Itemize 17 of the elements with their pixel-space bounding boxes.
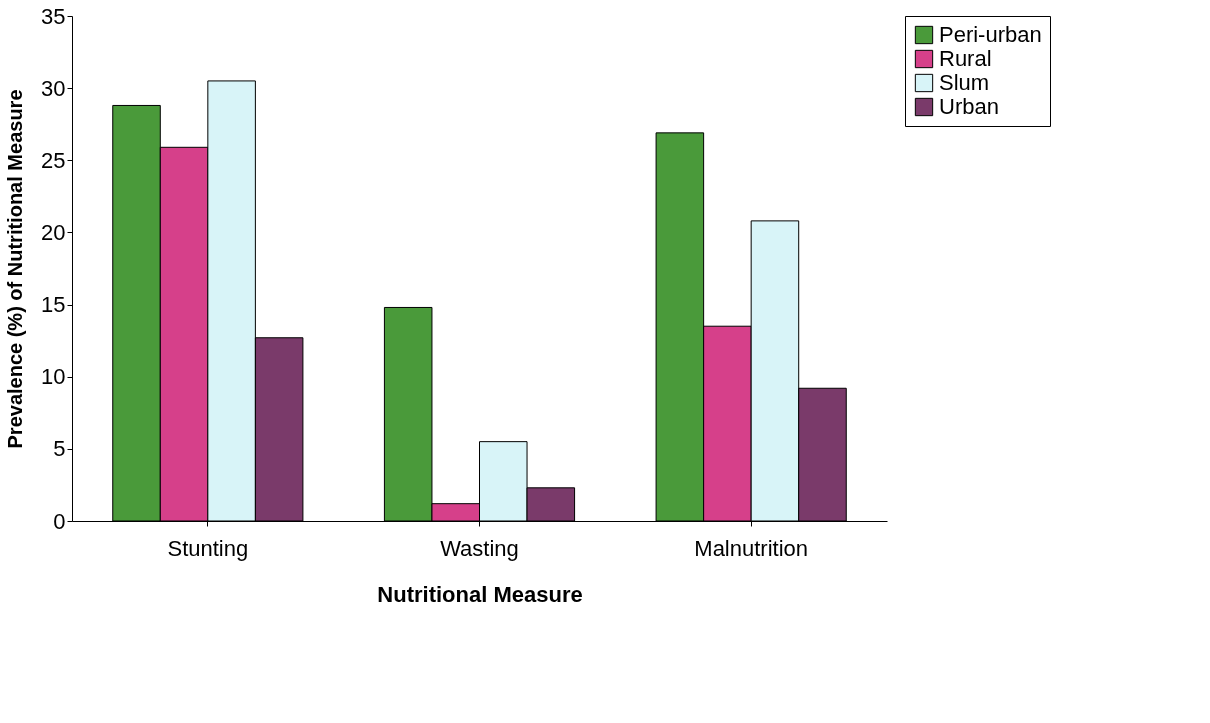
y-axis-title: Prevalence (%) of Nutritional Measure — [4, 89, 27, 449]
y-tick-label: 20 — [41, 219, 66, 245]
legend-label: Peri-urban — [939, 22, 1042, 47]
x-tick-label: Stunting — [167, 535, 249, 561]
legend-label: Slum — [939, 70, 990, 95]
y-tick-label: 5 — [53, 436, 66, 462]
legend-label: Urban — [939, 94, 999, 119]
y-tick-label: 0 — [53, 508, 66, 534]
y-tick-label: 10 — [41, 364, 66, 390]
y-tick-label: 30 — [41, 75, 66, 101]
x-tick-label: Wasting — [440, 535, 519, 561]
x-axis-title: Nutritional Measure — [377, 581, 583, 607]
y-tick-label: 15 — [41, 292, 66, 318]
y-tick-label: 35 — [41, 3, 66, 29]
x-tick-label: Malnutrition — [694, 535, 809, 561]
y-tick-label: 25 — [41, 147, 66, 173]
legend-label: Rural — [939, 46, 992, 71]
